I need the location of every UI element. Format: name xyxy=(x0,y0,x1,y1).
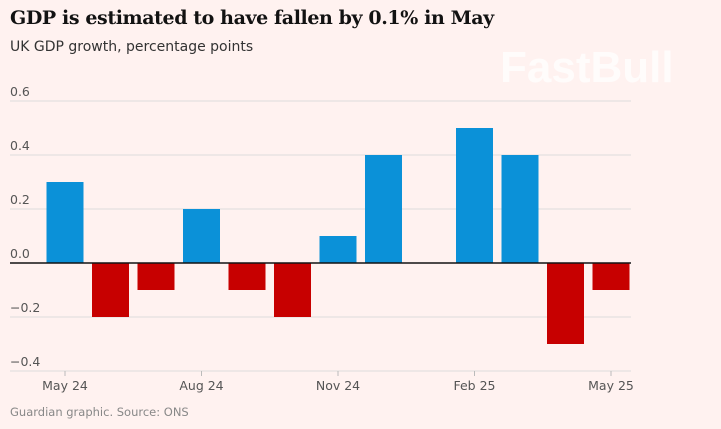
bar-apr-25 xyxy=(547,263,584,344)
y-tick-label: 0.0 xyxy=(10,246,30,261)
bar-oct-24 xyxy=(274,263,311,317)
y-tick-label: −0.2 xyxy=(10,300,40,315)
bar-feb-25 xyxy=(456,128,493,263)
bar-nov-24 xyxy=(319,236,357,263)
x-tick-label: Aug 24 xyxy=(179,378,223,393)
bar-dec-24 xyxy=(365,155,402,263)
bar-jul-24 xyxy=(137,263,175,290)
x-tick-label: Nov 24 xyxy=(316,378,360,393)
y-tick-label: 0.6 xyxy=(10,84,30,99)
chart-title: GDP is estimated to have fallen by 0.1% … xyxy=(10,7,494,29)
y-tick-label: −0.4 xyxy=(10,354,40,369)
bar-may-24 xyxy=(46,182,84,263)
chart-source: Guardian graphic. Source: ONS xyxy=(10,405,189,419)
watermark-logo: FastBull xyxy=(500,43,674,92)
bar-may-25 xyxy=(592,263,630,290)
bar-jun-24 xyxy=(92,263,129,317)
chart-subtitle: UK GDP growth, percentage points xyxy=(10,39,254,55)
bar-sep-24 xyxy=(228,263,266,290)
x-tick-label: Feb 25 xyxy=(453,378,495,393)
x-tick-label: May 25 xyxy=(588,378,634,393)
bar-mar-25 xyxy=(501,155,539,263)
bar-aug-24 xyxy=(183,209,220,263)
y-tick-label: 0.4 xyxy=(10,138,30,153)
y-tick-label: 0.2 xyxy=(10,192,30,207)
x-tick-label: May 24 xyxy=(42,378,88,393)
